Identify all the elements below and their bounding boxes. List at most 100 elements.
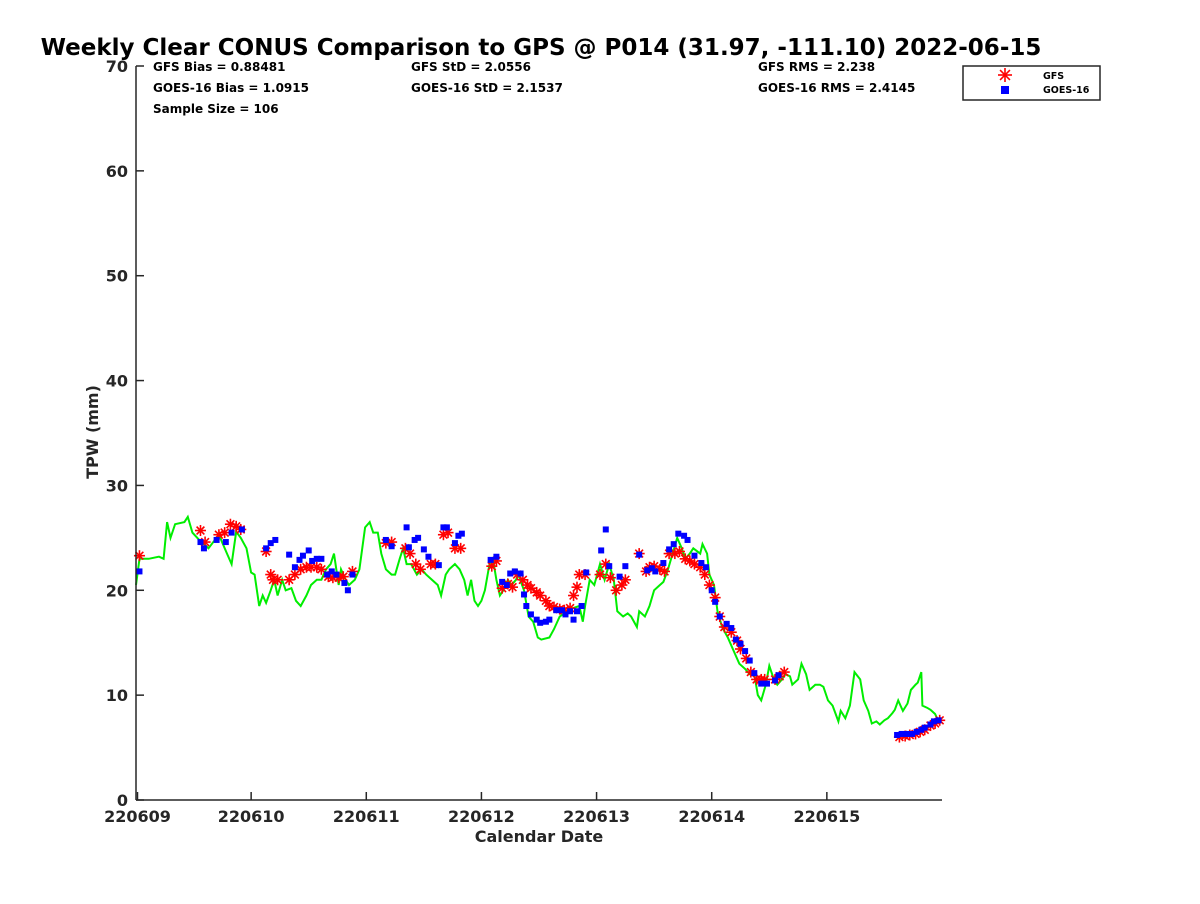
goes16-point [606, 563, 613, 570]
goes16-point [918, 726, 925, 733]
goes16-point [521, 591, 528, 598]
gfs-point [604, 572, 616, 584]
gfs-point [699, 569, 711, 581]
goes16-point [537, 619, 544, 626]
goes16-point [652, 568, 659, 575]
goes16-point [570, 616, 577, 623]
stat-gfs-bias: GFS Bias = 0.88481 [153, 60, 285, 74]
goes16-point [405, 544, 412, 551]
goes16-point [440, 524, 447, 531]
goes16-point [435, 562, 442, 569]
goes16-point [636, 551, 643, 558]
axes: 0 10 20 30 40 50 60 70 220609 220610 220611 220612 2… [104, 57, 942, 826]
legend: GFS GOES-16 [962, 65, 1101, 101]
goes16-point [746, 657, 753, 664]
goes16-point [644, 567, 651, 574]
y-tick-label: 30 [106, 476, 128, 495]
goes16-point [698, 560, 705, 567]
goes16-point [675, 530, 682, 537]
gfs-point [673, 545, 685, 557]
x-tick-label: 220611 [333, 807, 400, 826]
goes16-point [499, 578, 506, 585]
gfs-point [437, 529, 449, 541]
gfs-point [778, 666, 790, 678]
goes16-point [318, 555, 325, 562]
goes16-point [344, 587, 351, 594]
goes16-point [728, 625, 735, 632]
stat-gfs-rms: GFS RMS = 2.238 [758, 60, 875, 74]
goes16-point [451, 540, 458, 547]
goes16-point [533, 616, 540, 623]
goes16-point [583, 569, 590, 576]
goes16-point [305, 547, 312, 554]
x-tick-label: 220609 [104, 807, 171, 826]
x-tick-label: 220612 [448, 807, 515, 826]
stat-goes-std: GOES-16 StD = 2.1537 [411, 81, 563, 95]
y-tick-label: 50 [106, 267, 128, 286]
goes16-point [898, 730, 905, 737]
stat-gfs-std: GFS StD = 2.0556 [411, 60, 531, 74]
goes16-point [904, 730, 911, 737]
goes16-point [546, 616, 553, 623]
gfs-point [194, 525, 206, 537]
goes16-point [328, 568, 335, 575]
goes16-point [455, 532, 462, 539]
goes16-point [660, 560, 667, 567]
goes16-point [567, 608, 574, 615]
stats-panel: GFS Bias = 0.88481 GOES-16 Bias = 1.0915… [153, 60, 915, 116]
gfs-point [455, 542, 467, 554]
goes16-point [666, 546, 673, 553]
gfs-point [619, 574, 631, 586]
goes16-point [742, 648, 749, 655]
goes16-point [272, 536, 279, 543]
goes16-point [341, 579, 348, 586]
y-tick-label: 70 [106, 57, 128, 76]
goes16-point [313, 555, 320, 562]
goes16-point [200, 545, 207, 552]
goes16-point [935, 717, 942, 724]
goes16-point [458, 530, 465, 537]
goes16-point [723, 620, 730, 627]
goes16-point [296, 556, 303, 563]
goes16-point [309, 557, 316, 564]
gfs-point [219, 527, 231, 539]
y-axis-label: TPW (mm) [83, 385, 102, 479]
gps-line [135, 514, 942, 726]
goes16-point [562, 611, 569, 618]
gfs-point [571, 581, 583, 593]
goes16-point [527, 611, 534, 618]
stat-goes-rms: GOES-16 RMS = 2.4145 [758, 81, 915, 95]
goes16-point [411, 536, 418, 543]
gfs-point [272, 574, 284, 586]
y-tick-label: 0 [117, 791, 128, 810]
gfs-point [507, 581, 519, 593]
goes16-point [772, 677, 779, 684]
goes16-point [286, 551, 293, 558]
chart-title: Weekly Clear CONUS Comparison to GPS @ P… [41, 35, 1042, 61]
y-tick-label: 10 [106, 686, 128, 705]
goes16-point [716, 613, 723, 620]
legend-goes-square-icon [1001, 86, 1009, 94]
goes16-point [503, 582, 510, 589]
goes16-point [415, 534, 422, 541]
goes16-point [732, 636, 739, 643]
goes16-point [228, 529, 235, 536]
goes16-point [487, 556, 494, 563]
goes16-point [578, 603, 585, 610]
gfs-point [594, 569, 606, 581]
goes16-point [648, 565, 655, 572]
y-tick-label: 60 [106, 162, 128, 181]
goes16-point [238, 526, 245, 533]
goes16-point [573, 608, 580, 615]
x-tick-label: 220610 [218, 807, 285, 826]
gfs-point [404, 548, 416, 560]
goes16-point [598, 547, 605, 554]
goes16-point [324, 571, 331, 578]
goes16-point [775, 672, 782, 679]
legend-label-goes16: GOES-16 [1043, 85, 1090, 96]
goes16-point [443, 524, 450, 531]
goes16-point [382, 536, 389, 543]
goes16-point [921, 724, 928, 731]
plot-area [133, 514, 946, 743]
